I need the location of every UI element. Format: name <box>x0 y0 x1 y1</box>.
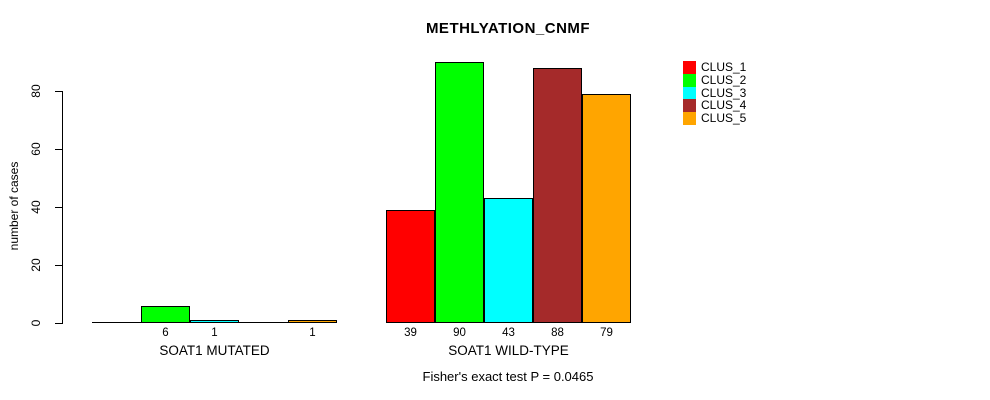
bar-value-label: 79 <box>600 327 613 339</box>
legend-swatch-clus_3 <box>683 86 696 100</box>
bar-clus_2 <box>435 62 484 323</box>
bar-value-label: 6 <box>162 327 169 339</box>
y-tick-label: 60 <box>29 142 43 156</box>
bar-value-label: 39 <box>404 327 417 339</box>
legend-label-clus_3: CLUS_3 <box>701 85 747 100</box>
y-tick-mark <box>55 148 62 150</box>
y-axis-line <box>62 91 63 324</box>
bar-clus_2 <box>141 306 190 323</box>
chart-title: METHLYATION_CNMF <box>425 20 591 37</box>
annotation-text: Fisher's exact test P = 0.0465 <box>422 369 594 384</box>
y-tick-mark <box>55 264 62 266</box>
bar-clus_3 <box>484 198 533 323</box>
y-axis-label: number of cases <box>7 161 21 251</box>
bar-value-label: 43 <box>502 327 515 339</box>
bar-value-label: 88 <box>551 327 564 339</box>
y-tick-label: 80 <box>29 84 43 98</box>
legend-swatch-clus_5 <box>683 112 696 126</box>
bar-clus_1 <box>386 210 435 323</box>
y-tick-mark <box>55 206 62 208</box>
group-label-soat1-mutated: SOAT1 MUTATED <box>159 343 270 358</box>
y-tick-label: 40 <box>29 200 43 214</box>
y-tick-label: 0 <box>29 319 43 327</box>
bar-value-label: 1 <box>211 327 218 339</box>
bar-clus_1-zero <box>92 322 141 323</box>
bar-value-label: 1 <box>309 327 316 339</box>
legend-label-clus_2: CLUS_2 <box>701 72 747 87</box>
y-tick-mark <box>55 90 62 92</box>
group-label-soat1-wild-type: SOAT1 WILD-TYPE <box>448 343 569 358</box>
y-tick-mark <box>55 322 62 324</box>
legend-swatch-clus_1 <box>683 61 696 74</box>
legend-label-clus_4: CLUS_4 <box>701 98 747 113</box>
legend-label-clus_5: CLUS_5 <box>701 111 747 126</box>
bar-clus_4 <box>533 68 582 323</box>
bar-clus_4-zero <box>239 322 288 323</box>
bar-clus_5 <box>288 320 337 323</box>
bar-clus_3 <box>190 320 239 323</box>
legend-swatch-clus_2 <box>683 73 696 87</box>
bar-clus_5 <box>582 94 631 323</box>
bar-value-label: 90 <box>453 327 466 339</box>
y-tick-label: 20 <box>29 258 43 272</box>
legend-swatch-clus_4 <box>683 99 696 113</box>
legend-label-clus_1: CLUS_1 <box>701 60 747 74</box>
